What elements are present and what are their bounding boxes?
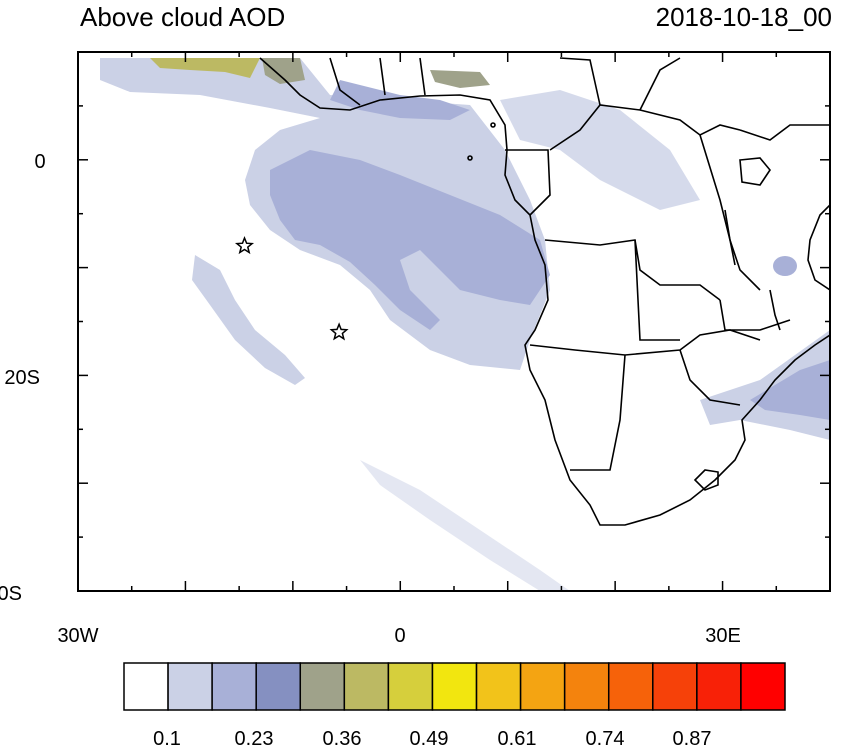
colorbar-swatch [123, 662, 169, 711]
colorbar-label: 0.49 [410, 728, 449, 747]
africa-coastline [259, 57, 830, 526]
aod-se-core [750, 360, 830, 420]
lake-tanganyika [724, 209, 736, 266]
colorbar-swatch [343, 662, 390, 711]
colorbar-swatch [696, 662, 742, 711]
aod-interior-light [500, 90, 700, 210]
colorbar-swatch [167, 662, 213, 711]
border-2 [549, 104, 741, 151]
colorbar-label: 0.74 [586, 728, 625, 747]
border-1 [505, 149, 551, 216]
colorbar-label: 0.23 [235, 728, 274, 747]
east-africa-coast [807, 204, 830, 291]
colorbar-swatch [255, 662, 302, 711]
star-marker [329, 322, 349, 341]
map-timestamp: 2018-10-18_00 [655, 2, 832, 32]
colorbar-swatch [387, 662, 434, 711]
colorbar-swatch [563, 662, 610, 711]
colorbar-label: 0.36 [323, 728, 362, 747]
colorbar-label: 0.61 [498, 728, 537, 747]
colorbar-swatch [652, 662, 698, 711]
y-tick-label: 40S [0, 583, 22, 605]
tick-marks [77, 51, 831, 592]
aod-coast-olive-3 [430, 70, 490, 88]
colorbar-swatch [519, 662, 566, 711]
border-11 [639, 57, 681, 111]
aod-arc-light [192, 255, 305, 385]
colorbar-label: 0.87 [673, 728, 712, 747]
aod-east-patch [773, 256, 797, 276]
island-sao-tome [467, 155, 473, 161]
aod-field [100, 58, 830, 591]
colorbar-swatch [475, 662, 522, 711]
lake-malawi [769, 289, 781, 331]
colorbar-label: 0.1 [153, 728, 181, 747]
border-10 [559, 57, 601, 106]
border-4 [529, 329, 761, 356]
border-13 [329, 57, 361, 106]
aod-plume-core [270, 150, 550, 330]
map-title: Above cloud AOD [80, 2, 286, 32]
border-8 [719, 299, 791, 331]
border-6 [679, 349, 741, 406]
colorbar [123, 662, 786, 711]
x-tick-label: 0 [394, 625, 405, 647]
border-14 [379, 57, 386, 96]
x-tick-label: 30W [57, 625, 98, 647]
colorbar-swatch [740, 662, 786, 711]
colorbar-swatch [607, 662, 654, 711]
colorbar-labels: 0.1 0.23 0.36 0.49 0.61 0.74 0.87 [153, 728, 711, 747]
colorbar-swatch [431, 662, 478, 711]
y-tick-label: 20S [4, 367, 40, 389]
colorbar-swatch [211, 662, 257, 711]
coastlines [259, 57, 830, 526]
aod-faint-tail [360, 460, 570, 591]
border-7 [634, 239, 680, 341]
border-15 [419, 57, 426, 96]
border-5 [570, 354, 626, 471]
colorbar-swatch [299, 662, 346, 711]
border-12 [739, 124, 830, 141]
x-tick-labels: 30W 0 30E [57, 625, 740, 647]
border-3 [544, 239, 721, 301]
aod-coast-olive [150, 58, 260, 78]
y-tick-labels: 0 20S 40S [0, 151, 46, 605]
aod-coast-core [330, 80, 470, 120]
island-bioko [490, 122, 496, 128]
y-tick-label: 0 [34, 151, 45, 173]
star-marker [234, 235, 255, 255]
marker-layer [234, 235, 349, 341]
aod-coast-olive-2 [262, 58, 305, 84]
x-tick-label: 30E [705, 625, 741, 647]
lake-victoria [739, 157, 771, 186]
lake-lesotho [693, 469, 719, 491]
